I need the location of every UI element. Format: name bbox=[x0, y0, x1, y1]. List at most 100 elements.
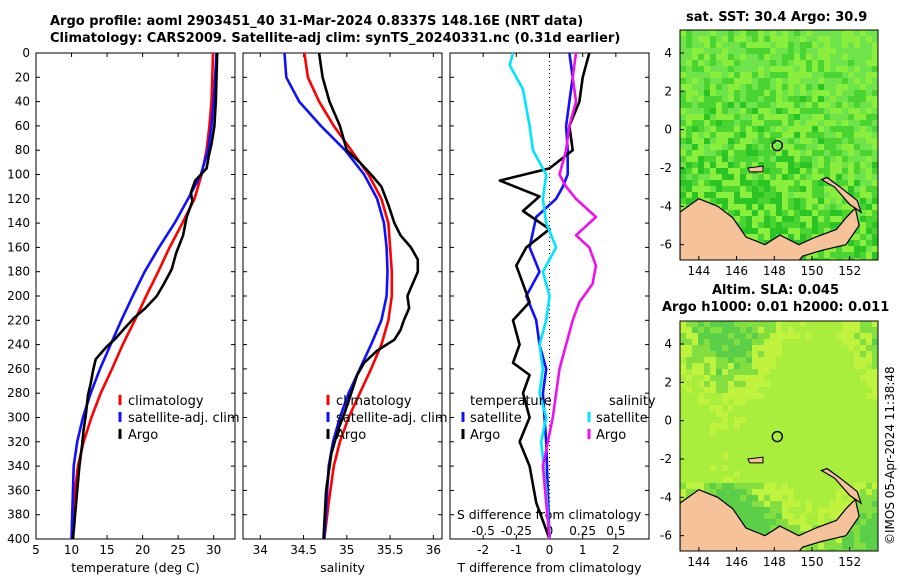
map-cell bbox=[716, 489, 722, 495]
map-cell bbox=[848, 537, 854, 543]
map-cell bbox=[824, 162, 830, 168]
map-cell bbox=[866, 36, 872, 42]
map-cell bbox=[866, 339, 872, 345]
map-cell bbox=[866, 357, 872, 363]
map-cell bbox=[860, 375, 866, 381]
map-cell bbox=[866, 327, 872, 333]
map-cell bbox=[770, 60, 776, 66]
map-cell bbox=[716, 54, 722, 60]
x-tick-label: 144 bbox=[687, 264, 710, 278]
map-cell bbox=[812, 96, 818, 102]
map-cell bbox=[722, 369, 728, 375]
map-cell bbox=[734, 162, 740, 168]
map-cell bbox=[824, 216, 830, 222]
y-tick-label: 260 bbox=[7, 362, 30, 376]
map-cell bbox=[836, 72, 842, 78]
map-cell bbox=[764, 186, 770, 192]
map-cell bbox=[764, 54, 770, 60]
map-cell bbox=[800, 156, 806, 162]
map-cell bbox=[818, 138, 824, 144]
map-cell bbox=[806, 501, 812, 507]
map-cell bbox=[836, 495, 842, 501]
map-cell bbox=[782, 333, 788, 339]
map-cell bbox=[680, 198, 686, 204]
map-cell bbox=[776, 162, 782, 168]
map-cell bbox=[680, 138, 686, 144]
map-cell bbox=[722, 483, 728, 489]
map-cell bbox=[716, 192, 722, 198]
x-tick-label: 15 bbox=[99, 543, 114, 557]
map-cell bbox=[872, 501, 878, 507]
map-cell bbox=[698, 399, 704, 405]
x-axis-label-salinity: salinity bbox=[320, 560, 365, 575]
map-cell bbox=[770, 339, 776, 345]
map-cell bbox=[788, 132, 794, 138]
map-cell bbox=[824, 66, 830, 72]
map-cell bbox=[710, 357, 716, 363]
map-cell bbox=[836, 108, 842, 114]
map-cell bbox=[872, 186, 878, 192]
map-cell bbox=[782, 513, 788, 519]
map-cell bbox=[728, 60, 734, 66]
map-cell bbox=[794, 162, 800, 168]
map-cell bbox=[806, 108, 812, 114]
map-cell bbox=[860, 222, 866, 228]
map-cell bbox=[698, 60, 704, 66]
map-cell bbox=[758, 228, 764, 234]
map-cell bbox=[686, 162, 692, 168]
map-cell bbox=[746, 525, 752, 531]
map-cell bbox=[728, 180, 734, 186]
map-cell bbox=[812, 120, 818, 126]
map-cell bbox=[860, 228, 866, 234]
map-cell bbox=[836, 150, 842, 156]
map-cell bbox=[764, 501, 770, 507]
map-cell bbox=[710, 144, 716, 150]
map-cell bbox=[830, 222, 836, 228]
map-cell bbox=[764, 138, 770, 144]
map-cell bbox=[860, 543, 866, 549]
map-cell bbox=[764, 180, 770, 186]
map-cell bbox=[728, 186, 734, 192]
map-cell bbox=[680, 120, 686, 126]
map-cell bbox=[818, 192, 824, 198]
map-cell bbox=[776, 126, 782, 132]
map-cell bbox=[728, 483, 734, 489]
legend-label: Argo bbox=[470, 428, 500, 443]
map-cell bbox=[758, 138, 764, 144]
map-cell bbox=[686, 375, 692, 381]
map-cell bbox=[812, 192, 818, 198]
map-cell bbox=[680, 108, 686, 114]
map-cell bbox=[722, 126, 728, 132]
land-new-guinea bbox=[680, 197, 860, 260]
land-manus bbox=[747, 165, 764, 173]
map-cell bbox=[860, 132, 866, 138]
map-cell bbox=[746, 120, 752, 126]
map-cell bbox=[854, 66, 860, 72]
map-cell bbox=[860, 258, 866, 260]
map-cell bbox=[740, 321, 746, 327]
map-cell bbox=[764, 519, 770, 525]
x-tick-label: 35.5 bbox=[377, 543, 404, 557]
map-cell bbox=[746, 90, 752, 96]
map-cell bbox=[758, 204, 764, 210]
map-cell bbox=[716, 162, 722, 168]
map-cell bbox=[776, 72, 782, 78]
map-cell bbox=[788, 108, 794, 114]
map-cell bbox=[752, 483, 758, 489]
map-cell bbox=[848, 339, 854, 345]
map-cell bbox=[836, 543, 842, 549]
map-cell bbox=[710, 483, 716, 489]
map-cell bbox=[692, 369, 698, 375]
map-cell bbox=[782, 132, 788, 138]
map-cell bbox=[776, 222, 782, 228]
map-cell bbox=[752, 345, 758, 351]
map-cell bbox=[680, 333, 686, 339]
map-cell bbox=[872, 321, 878, 327]
map-cell bbox=[776, 120, 782, 126]
map-cell bbox=[722, 327, 728, 333]
map-cell bbox=[800, 48, 806, 54]
map-cell bbox=[782, 108, 788, 114]
map-cell bbox=[872, 138, 878, 144]
map-cell bbox=[752, 198, 758, 204]
map-cell bbox=[698, 483, 704, 489]
